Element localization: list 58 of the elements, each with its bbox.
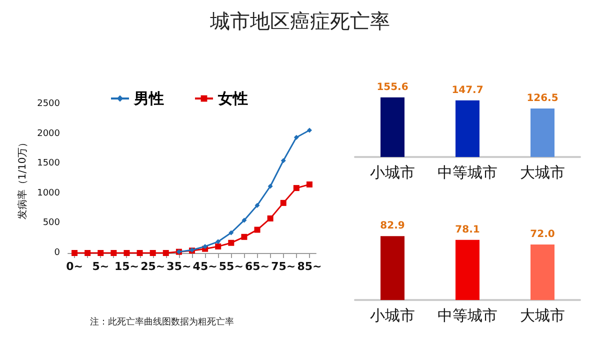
- point: [215, 243, 222, 250]
- point: [241, 234, 248, 240]
- x-tick-label: 15~: [114, 260, 139, 273]
- data-label: 155.6: [376, 82, 408, 93]
- point: [267, 215, 274, 222]
- chart-title: 城市地区癌症死亡率: [209, 9, 390, 33]
- y-axis-title: 发病率（1/10万）: [16, 137, 28, 220]
- x-tick-label: 中等城市: [438, 164, 498, 182]
- point: [162, 250, 169, 256]
- point: [136, 250, 143, 256]
- point: [228, 230, 234, 236]
- y-tick-label: 500: [42, 218, 60, 228]
- point: [280, 200, 286, 206]
- data-label: 126.5: [526, 93, 558, 104]
- legend-label: 男性: [133, 90, 164, 108]
- x-tick-label: 小城市: [370, 164, 415, 182]
- text: 注：此死亡率曲线图数据为粗死亡率: [90, 316, 234, 328]
- point: [280, 158, 286, 164]
- point: [150, 250, 156, 256]
- y-tick-label: 0: [54, 248, 60, 258]
- x-tick-label: 35~: [166, 260, 192, 273]
- data-label: 82.9: [380, 220, 405, 232]
- point: [110, 250, 117, 256]
- point: [306, 128, 312, 133]
- x-tick-label: 45~: [192, 260, 218, 273]
- point: [228, 240, 234, 246]
- data-label: 78.1: [455, 224, 480, 236]
- point: [84, 250, 91, 256]
- x-tick-label: 大城市: [520, 164, 565, 182]
- point: [268, 184, 273, 189]
- point: [254, 226, 260, 233]
- point: [294, 134, 299, 140]
- point: [293, 185, 300, 192]
- x-tick-label: 25~: [140, 260, 166, 273]
- x-tick-label: 75~: [271, 260, 296, 273]
- point: [98, 250, 104, 256]
- point: [124, 250, 130, 256]
- y-tick-label: 2500: [37, 99, 60, 109]
- x-tick-label: 0~: [66, 260, 83, 273]
- x-tick-label: 大城市: [520, 306, 565, 324]
- y-tick-label: 2000: [37, 128, 60, 139]
- x-tick-label: 55~: [218, 260, 244, 273]
- x-tick-label: 5~: [92, 260, 110, 273]
- point: [306, 181, 312, 188]
- x-tick-label: 小城市: [370, 306, 415, 324]
- x-tick-label: 中等城市: [438, 306, 498, 324]
- x-tick-label: 65~: [245, 260, 270, 273]
- point: [254, 202, 260, 208]
- y-tick-label: 1000: [37, 188, 60, 198]
- data-label: 72.0: [530, 229, 555, 240]
- point: [72, 250, 78, 256]
- legend-label: 女性: [217, 90, 248, 108]
- data-label: 147.7: [452, 84, 484, 96]
- point: [216, 239, 221, 244]
- point: [202, 244, 208, 249]
- x-tick-label: 85~: [297, 260, 322, 273]
- y-tick-label: 1500: [37, 158, 60, 169]
- point: [242, 218, 247, 223]
